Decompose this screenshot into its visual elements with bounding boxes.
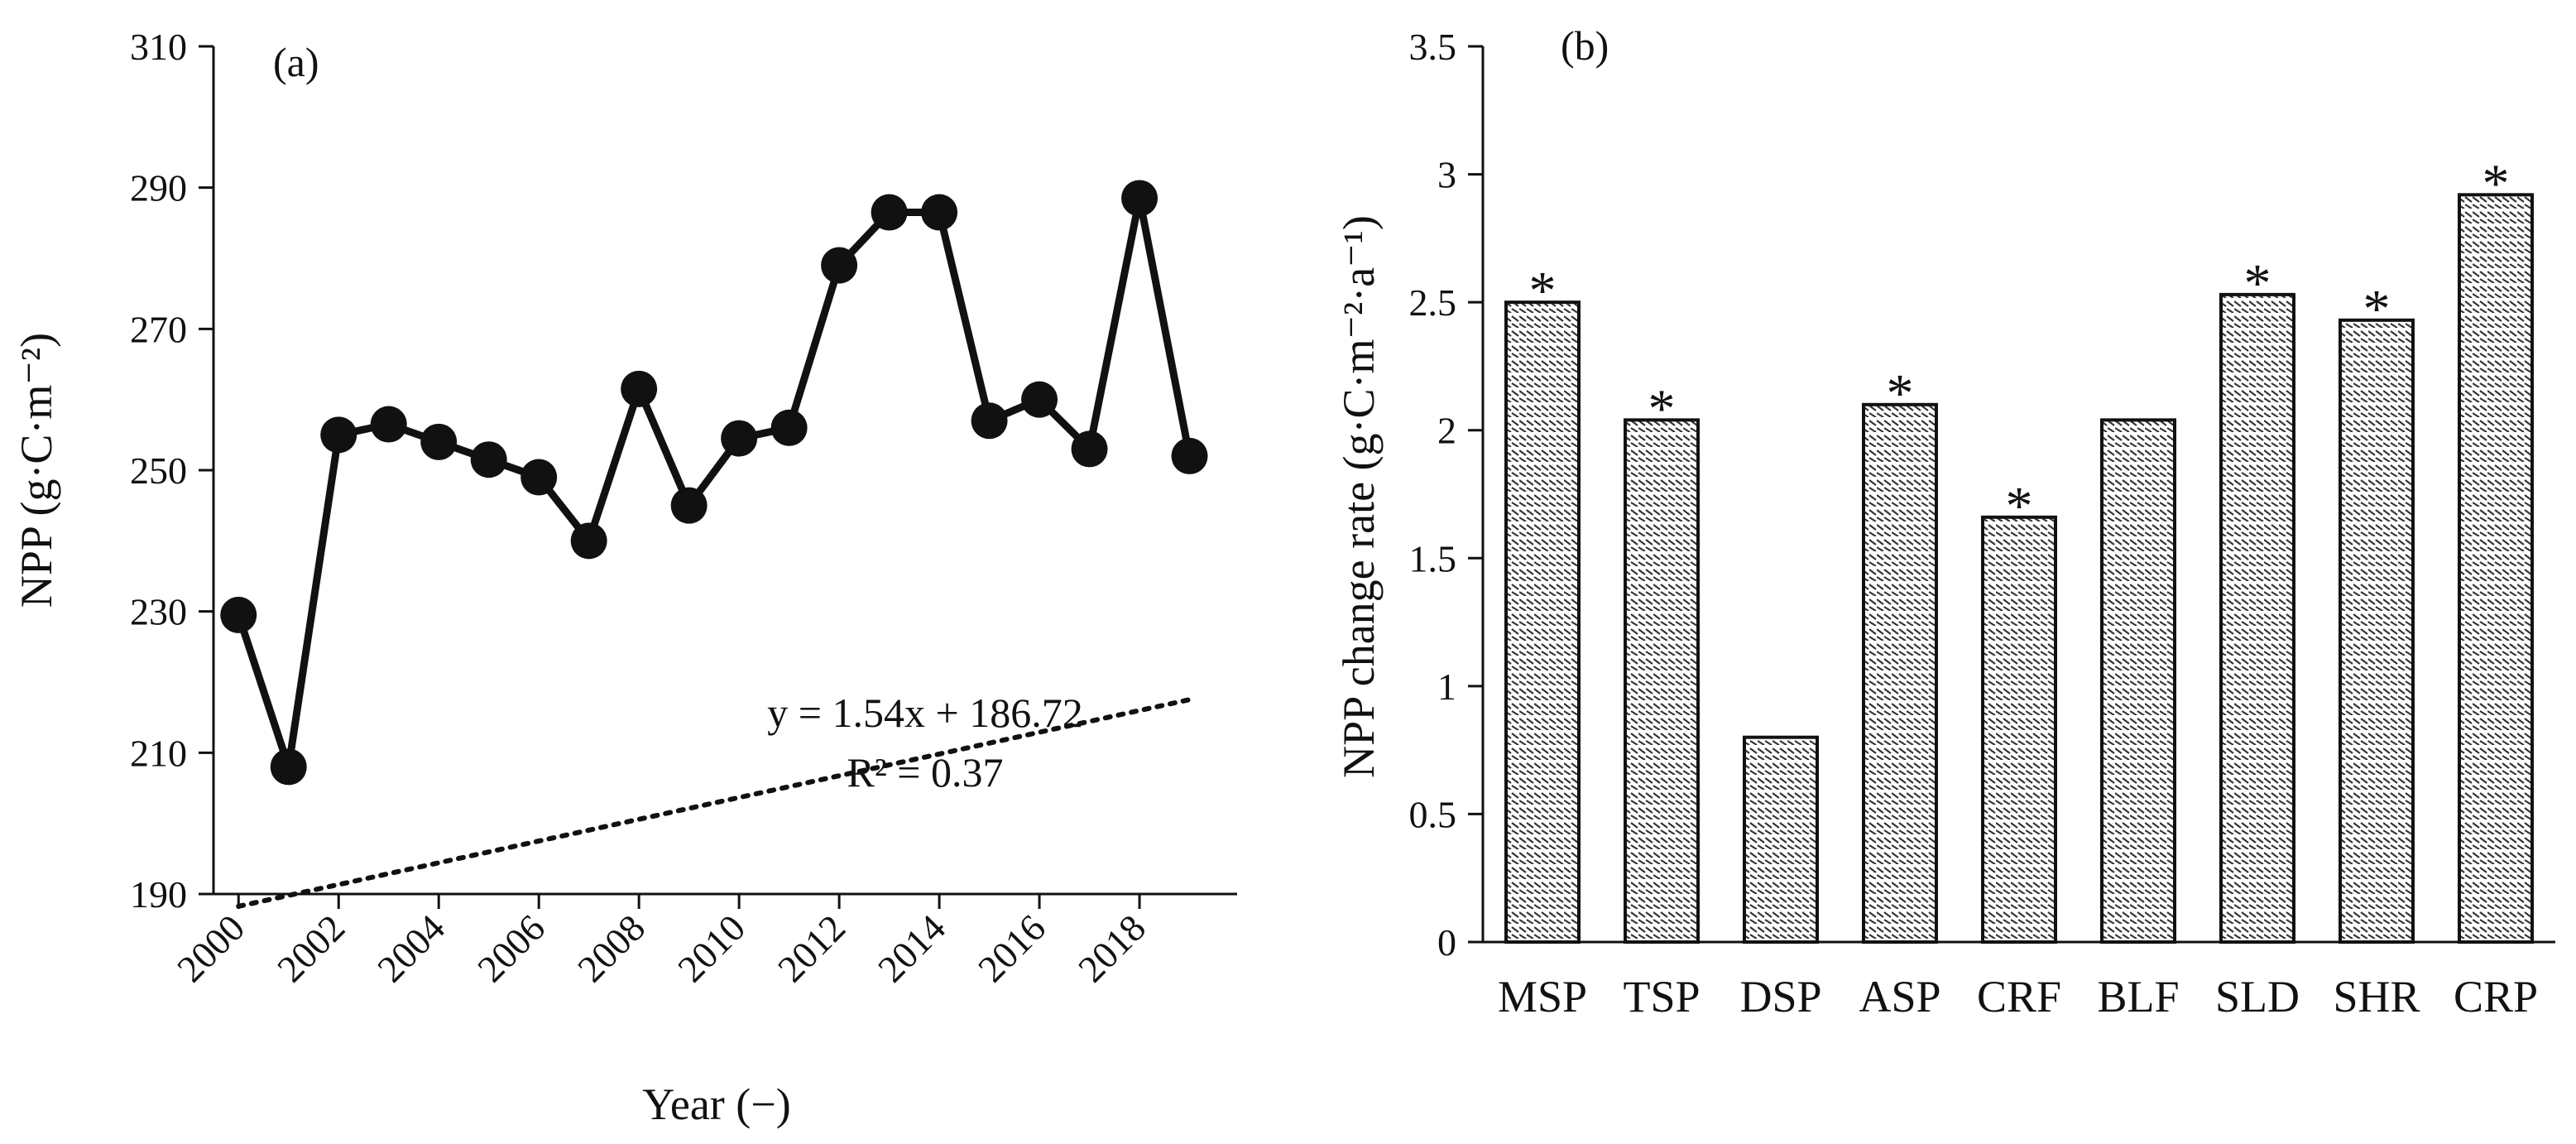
- chart-a-point-2010: [721, 420, 758, 457]
- chart-b-x-tick-label: SLD: [2215, 972, 2300, 1021]
- chart-b-bar-sld: [2219, 292, 2295, 944]
- chart-a-r2: R² = 0.37: [847, 749, 1003, 796]
- chart-b-significance-mark: *: [1887, 363, 1914, 424]
- chart-a-y-tick-label: 270: [130, 308, 187, 350]
- chart-b-y-tick-label: 0.5: [1409, 793, 1457, 835]
- chart-a-x-tick-label: 2008: [569, 906, 653, 990]
- chart-b-bar-asp: [1862, 402, 1938, 944]
- chart-a-y-label: NPP (g·C·m⁻²): [12, 333, 61, 608]
- chart-b-significance-mark: *: [2482, 153, 2510, 214]
- chart-a-y-tick-label: 250: [130, 449, 187, 492]
- chart-b-bar-dsp: [1743, 735, 1819, 945]
- chart-b-x-tick-label: CRF: [1977, 972, 2061, 1021]
- chart-b-significance-mark: *: [2363, 279, 2391, 339]
- chart-a-y-tick-label: 230: [130, 591, 187, 633]
- chart-a-x-tick-label: 2006: [469, 906, 553, 990]
- chart-a-x-tick-label: 2004: [369, 906, 453, 990]
- chart-b-bar-crf: [1981, 515, 2057, 944]
- chart-a-point-2017: [1071, 430, 1108, 468]
- chart-b-bar-msp: [1504, 300, 1581, 944]
- chart-a-y-tick-label: 190: [130, 873, 187, 916]
- chart-a-point-2015: [971, 402, 1008, 440]
- chart-a-x-tick-label: 2010: [669, 906, 753, 990]
- chart-a-point-2007: [570, 522, 607, 560]
- chart-b-y-tick-label: 0: [1437, 921, 1456, 964]
- chart-a-y-tick-label: 210: [130, 732, 187, 774]
- chart-a-x-tick-label: 2002: [269, 906, 353, 990]
- chart-a-point-2004: [420, 423, 458, 460]
- chart-b-panel-label: (b): [1561, 22, 1609, 69]
- chart-a-point-2001: [270, 748, 307, 786]
- chart-b-x-tick-label: DSP: [1739, 972, 1821, 1021]
- chart-a-point-2016: [1021, 381, 1058, 418]
- chart-a-point-2005: [470, 441, 507, 478]
- chart-a-equation: y = 1.54x + 186.72: [767, 690, 1082, 736]
- chart-a-series-line: [234, 194, 1193, 771]
- chart-a-point-2002: [320, 416, 357, 454]
- chart-b-bar-tsp: [1624, 418, 1700, 944]
- chart-a-x-tick-label: 2012: [770, 906, 853, 990]
- chart-b-x-tick-label: MSP: [1498, 972, 1587, 1021]
- chart-b-y-tick-label: 2.5: [1409, 281, 1457, 324]
- chart-a-point-2018: [1121, 180, 1158, 217]
- chart-b-x-tick-label: SHR: [2333, 972, 2420, 1021]
- chart-b-y-tick-label: 2: [1437, 410, 1456, 452]
- chart-b-y-tick-label: 1: [1437, 666, 1456, 708]
- chart-b-bar-crp: [2458, 193, 2534, 944]
- chart-a-y-tick-label: 310: [130, 26, 187, 68]
- chart-a-point-2013: [871, 194, 908, 231]
- chart-a-point-2000: [220, 596, 257, 633]
- chart-a-x-label: Year (−): [642, 1079, 790, 1129]
- chart-a-point-2019: [1171, 437, 1208, 474]
- chart-b-x-tick-label: CRP: [2454, 972, 2538, 1021]
- chart-a-x-tick-label: 2014: [870, 906, 953, 990]
- chart-b-x-tick-label: ASP: [1859, 972, 1940, 1021]
- chart-a-y-tick-label: 290: [130, 167, 187, 209]
- chart-a-point-2014: [921, 194, 958, 231]
- chart-b-bar-blf: [2100, 418, 2176, 944]
- chart-b: 0 0.5 1 1.5 2 2.5 3 3.5 * * * * * * * MSP TSP DSP ASP CRF…: [1334, 22, 2555, 1021]
- chart-b-y-tick-label: 3: [1437, 154, 1456, 196]
- chart-b-y-tick-label: 1.5: [1409, 537, 1457, 579]
- chart-a-point-2012: [821, 247, 858, 284]
- chart-b-x-tick-label: BLF: [2097, 972, 2179, 1021]
- chart-b-significance-mark: *: [2244, 253, 2271, 314]
- chart-a-point-2006: [520, 459, 558, 496]
- chart-b-y-label: NPP change rate (g·C·m⁻²·a⁻¹): [1334, 215, 1384, 778]
- chart-a-trendline: [236, 697, 1192, 909]
- chart-a-x-tick-label: 2000: [169, 906, 252, 990]
- chart-b-bar-shr: [2339, 318, 2415, 945]
- chart-a-panel-label: (a): [273, 39, 319, 85]
- chart-b-significance-mark: *: [2006, 476, 2033, 536]
- chart-b-significance-mark: *: [1648, 378, 1676, 439]
- chart-a-point-2008: [621, 370, 658, 407]
- chart-a-point-2003: [370, 406, 407, 443]
- chart-b-significance-mark: *: [1529, 261, 1557, 321]
- chart-a-point-2011: [770, 409, 808, 446]
- chart-b-x-tick-label: TSP: [1623, 972, 1700, 1021]
- chart-a-x-tick-label: 2018: [1070, 906, 1154, 990]
- chart-a-x-tick-label: 2016: [970, 906, 1053, 990]
- chart-a-point-2009: [670, 487, 708, 524]
- chart-b-y-tick-label: 3.5: [1409, 26, 1457, 68]
